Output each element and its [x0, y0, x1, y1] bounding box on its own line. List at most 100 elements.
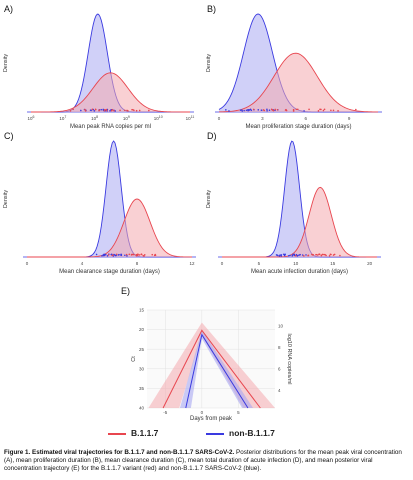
rug-point	[106, 255, 109, 257]
density-area	[27, 199, 192, 257]
rug-point	[241, 110, 244, 112]
density-curve	[31, 72, 190, 113]
rug-point	[135, 109, 138, 112]
density-area	[222, 141, 377, 257]
rug-point	[332, 109, 335, 112]
rug-point	[120, 254, 123, 257]
rug-point	[117, 254, 120, 256]
rug-point	[107, 254, 110, 256]
y2-axis-label: log10 RNA copies/ml	[286, 333, 292, 384]
rug-point	[292, 253, 294, 256]
figure-legend: B.1.1.7 non-B.1.1.7	[0, 428, 413, 442]
rug-point	[103, 109, 106, 112]
x-tick-label: 9	[348, 116, 351, 121]
rug-point	[114, 110, 116, 112]
rug-point	[296, 255, 299, 257]
rug-point	[130, 253, 133, 256]
rug-point	[325, 254, 327, 257]
y-tick-label: 35	[139, 386, 145, 391]
rug-point	[266, 109, 268, 112]
rug-point	[94, 108, 97, 111]
figure-caption: Figure 1. Estimated viral trajectories f…	[4, 449, 409, 473]
rug-point	[104, 253, 107, 256]
rug-point	[289, 254, 291, 257]
rug-point	[101, 255, 103, 257]
rug-point	[308, 108, 310, 111]
rug-point	[228, 110, 230, 112]
y-axis-label: Density	[3, 190, 9, 209]
rug-point	[113, 109, 115, 112]
rug-point	[138, 109, 141, 112]
rug-point	[135, 254, 138, 257]
rug-point	[140, 253, 143, 256]
rug-point	[317, 110, 320, 112]
panel-label: B)	[207, 4, 216, 14]
x-tick-label: -5	[163, 410, 167, 415]
rug-point	[285, 108, 287, 111]
rug-point	[124, 254, 126, 257]
x-axis-label: Mean peak RNA copies per ml	[70, 124, 151, 130]
y-tick-label: 20	[139, 327, 145, 332]
y-axis-label: Density	[206, 54, 212, 73]
x-tick-label: 106	[28, 115, 35, 121]
legend-item-non-b117: non-B.1.1.7	[206, 428, 275, 438]
rug-point	[276, 254, 278, 256]
rug-point	[266, 108, 268, 111]
rug-point	[330, 253, 332, 256]
trajectory-line	[185, 333, 249, 409]
rug-point	[262, 109, 265, 111]
rug-point	[128, 253, 131, 256]
rug-point	[84, 108, 86, 111]
rug-point	[133, 253, 135, 256]
legend-swatch-b117	[108, 432, 126, 435]
y-tick-label: 15	[139, 308, 145, 313]
rug-point	[91, 108, 94, 111]
rug-point	[243, 109, 245, 112]
rug-point	[137, 253, 139, 256]
rug-point	[294, 254, 297, 257]
density-area	[27, 141, 192, 257]
x-tick-label: 0	[221, 261, 224, 266]
density-area	[219, 53, 378, 112]
x-tick-label: 20	[367, 261, 373, 266]
trajectory-line	[162, 329, 261, 409]
x-tick-label: 8	[136, 261, 139, 266]
rug-point	[143, 254, 146, 256]
rug-point	[100, 108, 103, 111]
rug-point	[337, 110, 339, 112]
confidence-band	[148, 322, 275, 408]
rug-point	[143, 255, 145, 257]
rug-point	[103, 254, 105, 257]
rug-point	[320, 108, 322, 111]
rug-point	[271, 109, 274, 111]
x-tick-label: 0	[201, 410, 204, 415]
density-curve	[27, 198, 192, 258]
rug-point	[109, 110, 111, 112]
x-tick-label: 6	[304, 116, 307, 121]
density-area	[31, 72, 190, 112]
y2-tick-label: 8	[278, 345, 281, 350]
rug-point	[322, 109, 325, 112]
rug-point	[293, 253, 296, 256]
x-axis-label: Mean acute infection duration (days)	[251, 269, 348, 275]
legend-item-b117: B.1.1.7	[108, 428, 158, 438]
rug-point	[148, 109, 150, 112]
rug-point	[330, 109, 332, 112]
legend-label-non-b117: non-B.1.1.7	[229, 428, 275, 438]
rug-point	[245, 109, 248, 112]
rug-point	[112, 254, 114, 257]
rug-point	[355, 108, 357, 111]
rug-point	[328, 254, 331, 257]
rug-point	[119, 109, 121, 112]
rug-point	[225, 109, 227, 111]
rug-point	[72, 108, 74, 111]
rug-point	[296, 108, 299, 111]
x-tick-label: 0	[218, 116, 221, 121]
rug-point	[111, 108, 114, 111]
rug-point	[339, 254, 341, 257]
rug-point	[127, 109, 129, 112]
rug-point	[303, 255, 305, 257]
density-curve	[222, 186, 377, 258]
x-axis-label: Mean proliferation stage duration (days)	[245, 124, 351, 130]
y-tick-label: 40	[139, 406, 145, 411]
